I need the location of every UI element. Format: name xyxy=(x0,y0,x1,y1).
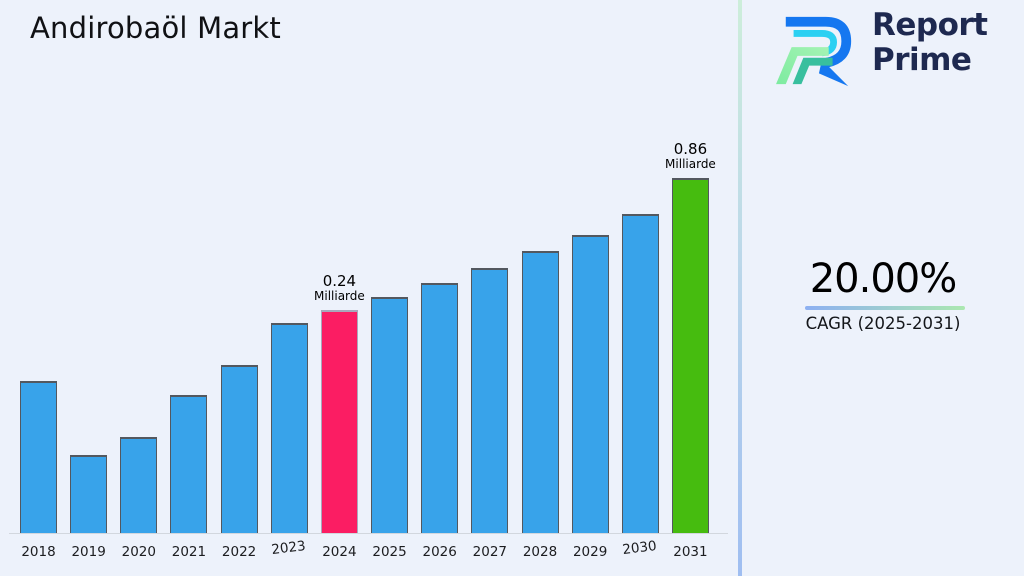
bar-2027 xyxy=(471,268,509,533)
bar-annotation-2024: 0.24 Milliarde xyxy=(293,272,385,304)
bar-annotation-2031: 0.86 Milliarde xyxy=(644,140,736,172)
brand-wordmark: Report Prime xyxy=(872,8,988,78)
brand-line-report: Report xyxy=(872,7,988,43)
bar-2022 xyxy=(220,365,258,533)
x-tick-2021: 2021 xyxy=(171,544,207,560)
bar-chart: 2018 2019 2020 2021 2022 2023 2024 0.24 Milliard… xyxy=(9,140,736,560)
cagr-underline xyxy=(805,306,965,310)
x-tick-2024: 2024 xyxy=(322,544,357,560)
report-prime-logo-icon xyxy=(776,16,852,87)
x-tick-2018: 2018 xyxy=(21,544,56,560)
cagr-label: CAGR (2025-2031) xyxy=(805,314,961,333)
cagr-value: 20.00% xyxy=(809,256,958,302)
bar-2018 xyxy=(20,381,57,533)
bar-2020 xyxy=(120,437,158,533)
x-tick-2031: 2031 xyxy=(673,544,708,560)
x-tick-2025: 2025 xyxy=(372,544,407,560)
bar-2025 xyxy=(371,297,409,533)
brand-logo: Report Prime xyxy=(768,8,1016,92)
bar-2026 xyxy=(421,283,459,533)
annotation-unit-2031: Milliarde xyxy=(665,157,716,172)
annotation-value-2024: 0.24 xyxy=(322,272,357,290)
bar-2019 xyxy=(70,455,108,533)
bar-2024 xyxy=(320,310,358,533)
x-tick-2026: 2026 xyxy=(422,544,457,560)
vertical-divider xyxy=(738,0,742,576)
x-tick-2019: 2019 xyxy=(71,544,106,560)
x-tick-2028: 2028 xyxy=(522,544,558,560)
brand-line-prime: Prime xyxy=(872,42,972,78)
bar-2028 xyxy=(521,251,559,533)
bar-2031 xyxy=(671,178,709,533)
page-title: Andirobaöl Markt xyxy=(30,11,281,45)
bar-2023 xyxy=(270,323,308,533)
annotation-value-2031: 0.86 xyxy=(673,140,708,158)
x-tick-2029: 2029 xyxy=(572,544,608,560)
x-tick-2022: 2022 xyxy=(221,544,257,560)
x-axis-line xyxy=(9,533,728,534)
bar-2029 xyxy=(571,235,609,533)
x-tick-2020: 2020 xyxy=(121,544,156,560)
bar-2021 xyxy=(170,395,208,533)
annotation-unit-2024: Milliarde xyxy=(314,289,365,304)
x-tick-2027: 2027 xyxy=(472,544,508,560)
bar-2030 xyxy=(621,214,659,533)
